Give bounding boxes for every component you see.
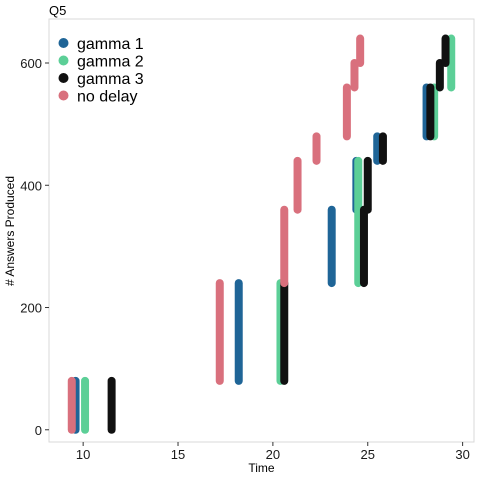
- chart-title: Q5: [49, 3, 66, 18]
- legend-label: no delay: [77, 89, 138, 106]
- legend-label: gamma 1: [77, 36, 144, 53]
- legend-swatch: [58, 55, 69, 66]
- series-no-delay: [67, 34, 365, 434]
- y-axis-title: # Answers Produced: [3, 176, 17, 286]
- x-tick-label: 30: [455, 447, 469, 462]
- data-layer: [67, 34, 456, 434]
- axis-layer: 10 15 20 25 30 0 200 400 600: [20, 56, 470, 462]
- legend-label: gamma 3: [77, 71, 144, 88]
- legend-box: [54, 31, 168, 105]
- legend-swatch: [58, 90, 69, 101]
- legend-label: gamma 2: [77, 54, 144, 71]
- x-tick-label: 20: [266, 447, 280, 462]
- y-tick-label: 200: [20, 301, 42, 316]
- y-tick-label: 400: [20, 178, 42, 193]
- x-axis-title: Time: [248, 461, 275, 475]
- series-gamma-3: [107, 34, 450, 434]
- y-tick-label: 0: [35, 423, 42, 438]
- x-tick-label: 15: [171, 447, 185, 462]
- x-tick-label: 25: [361, 447, 375, 462]
- x-tick-label: 10: [76, 447, 90, 462]
- legend-swatch: [58, 73, 69, 83]
- legend-swatch: [58, 38, 69, 48]
- y-tick-label: 600: [20, 56, 42, 71]
